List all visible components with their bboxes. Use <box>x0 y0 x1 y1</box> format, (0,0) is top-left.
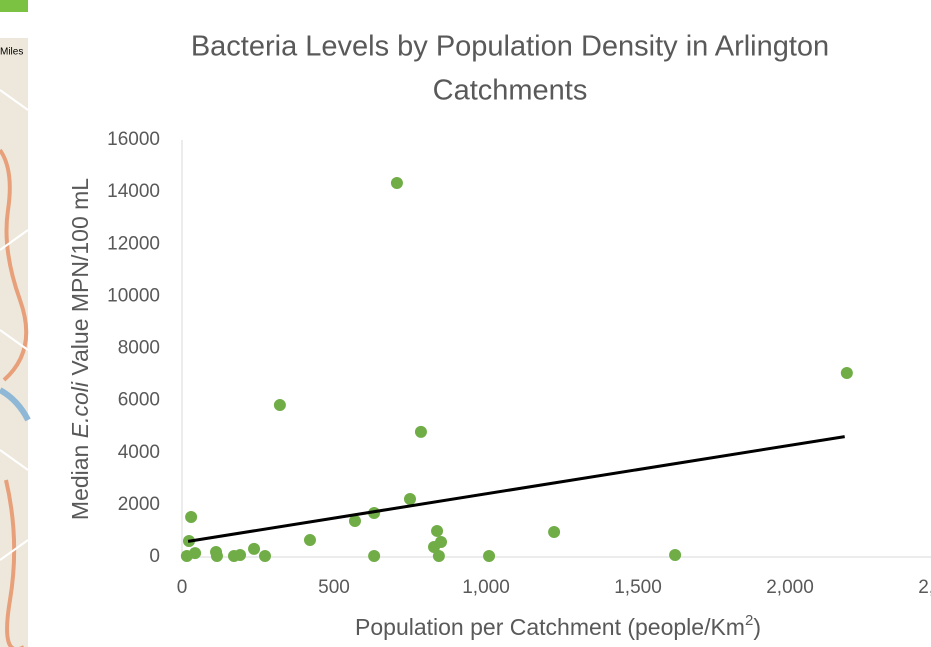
chart-title: Catchments <box>433 75 588 107</box>
y-tick-label: 6000 <box>118 390 160 411</box>
data-point <box>391 177 403 189</box>
data-point <box>304 534 316 546</box>
y-tick-label: 0 <box>149 546 160 567</box>
x-axis-label: Population per Catchment (people/Km2) <box>355 612 761 640</box>
x-tick-label: 1,500 <box>614 577 662 598</box>
x-tick-label: 500 <box>318 577 350 598</box>
y-label-part: E.coli <box>67 381 93 438</box>
y-tick-label: 10000 <box>107 285 160 306</box>
data-point <box>669 549 681 561</box>
data-point <box>185 511 197 523</box>
data-point <box>368 550 380 562</box>
x-tick-label: 2,500 <box>918 577 931 598</box>
chart: Miles Bacteria Levels by Population Dens… <box>0 0 931 647</box>
data-point <box>415 426 427 438</box>
data-point <box>259 550 271 562</box>
x-label-part: Population per Catchment (people/Km <box>355 614 745 640</box>
chart-title: Bacteria Levels by Population Density in… <box>191 31 829 63</box>
data-point <box>841 367 853 379</box>
data-point <box>404 493 416 505</box>
x-label-part: ) <box>753 614 761 640</box>
data-point <box>433 550 445 562</box>
x-tick-label: 1,000 <box>462 577 510 598</box>
data-point <box>181 550 193 562</box>
trendline <box>188 437 845 542</box>
x-tick-label: 2,000 <box>766 577 814 598</box>
data-point <box>431 525 443 537</box>
x-tick-label: 0 <box>177 577 188 598</box>
map-scale-label: Miles <box>0 47 23 58</box>
map-header <box>0 0 28 12</box>
y-tick-label: 14000 <box>107 181 160 202</box>
y-tick-label: 16000 <box>107 129 160 150</box>
x-label-part: 2 <box>745 612 753 629</box>
y-axis-label: Median E.coli Value MPN/100 mL <box>67 178 93 520</box>
map-strip: Miles <box>0 0 28 647</box>
page: Miles Bacteria Levels by Population Dens… <box>0 0 931 647</box>
y-tick-label: 12000 <box>107 233 160 254</box>
data-point <box>274 399 286 411</box>
y-tick-label: 8000 <box>118 338 160 359</box>
data-point <box>234 549 246 561</box>
data-point <box>248 543 260 555</box>
y-label-part: Median <box>67 438 93 520</box>
data-point <box>211 550 223 562</box>
y-tick-label: 2000 <box>118 494 160 515</box>
map-margin <box>0 12 28 38</box>
y-label-part: Value MPN/100 mL <box>67 178 93 382</box>
data-point <box>483 550 495 562</box>
data-point <box>548 526 560 538</box>
y-tick-label: 4000 <box>118 442 160 463</box>
